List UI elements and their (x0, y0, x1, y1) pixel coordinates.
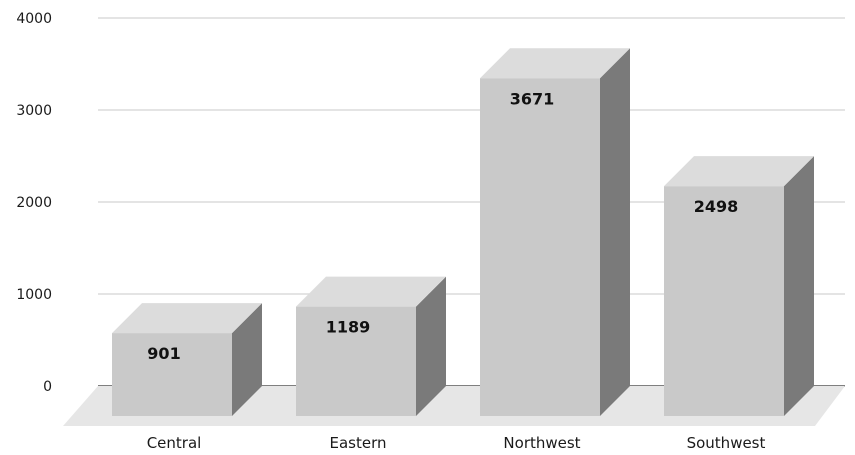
bar-side (416, 276, 446, 416)
x-category-label: Southwest (687, 434, 766, 452)
floor-plane (63, 386, 845, 426)
x-category-label: Eastern (329, 434, 386, 452)
bar-side (232, 303, 262, 416)
bar-top (296, 276, 446, 307)
y-axis-ticks: 0 1000 2000 3000 4000 (16, 11, 52, 395)
chart-floor (63, 386, 845, 426)
data-label: 3671 (510, 89, 555, 108)
data-label: 2498 (694, 197, 739, 216)
bar-front (480, 78, 600, 416)
y-tick-label: 3000 (16, 103, 52, 119)
bar-front (112, 333, 232, 416)
bar-top (112, 303, 262, 334)
bar-side (600, 48, 630, 416)
y-tick-label: 1000 (16, 287, 52, 303)
data-label: 901 (147, 344, 180, 363)
x-axis-labels: Central Eastern Northwest Southwest (147, 434, 766, 452)
bar-side (784, 156, 814, 416)
y-tick-label: 4000 (16, 11, 52, 27)
y-tick-label: 0 (43, 379, 52, 395)
bar-front (664, 186, 784, 416)
x-category-label: Central (147, 434, 202, 452)
bar-front (296, 306, 416, 416)
bar-top (664, 156, 814, 187)
bar-top (480, 48, 630, 79)
data-label: 1189 (326, 318, 371, 337)
bar-southwest: 2498 (664, 156, 814, 416)
bar-eastern: 1189 (296, 276, 446, 416)
x-category-label: Northwest (503, 434, 580, 452)
bar-central: 901 (112, 303, 262, 416)
y-tick-label: 2000 (16, 195, 52, 211)
bars: 901 1189 3671 2498 (112, 48, 814, 416)
bar-northwest: 3671 (480, 48, 630, 416)
